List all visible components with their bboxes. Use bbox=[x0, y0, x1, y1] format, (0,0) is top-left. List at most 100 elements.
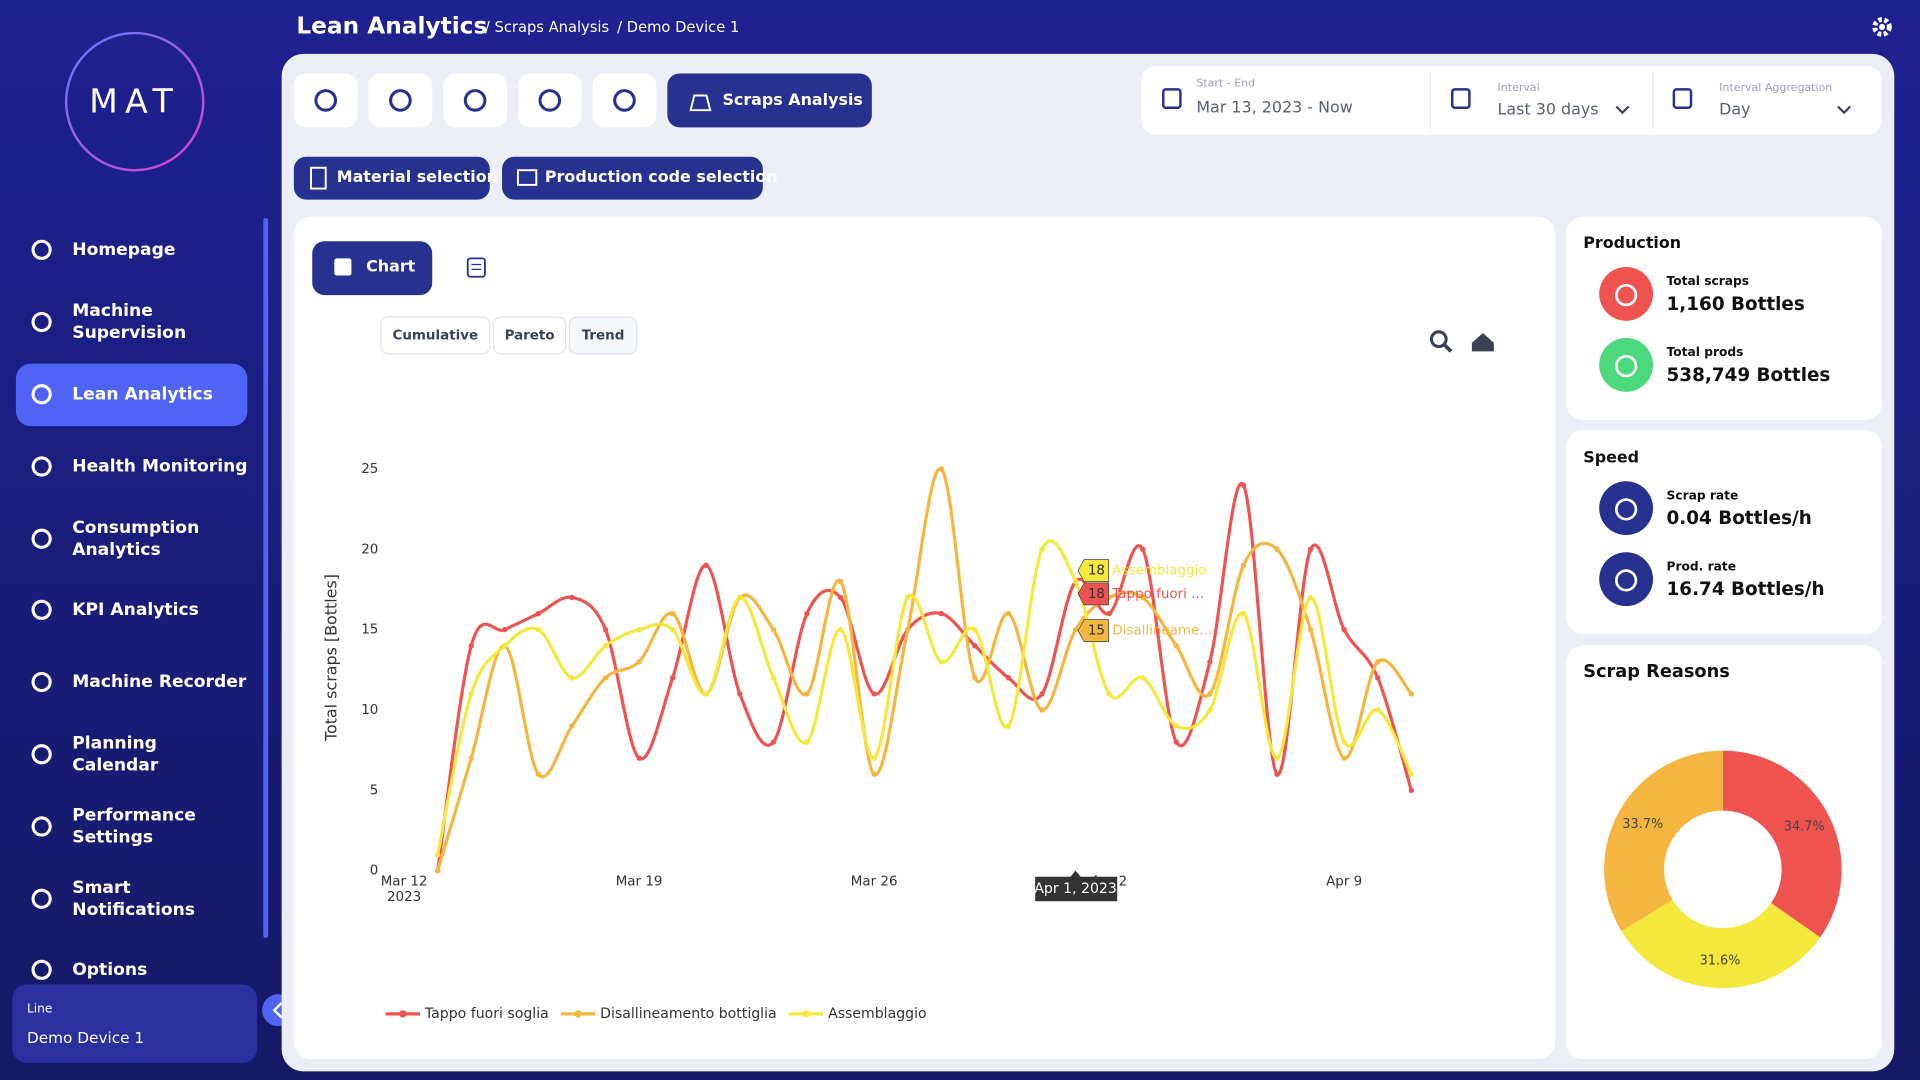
data-point bbox=[1173, 723, 1179, 729]
hover-box bbox=[1077, 619, 1110, 642]
kpi-glyph bbox=[1614, 354, 1638, 378]
series-line bbox=[436, 481, 1413, 871]
legend-item[interactable]: Assemblaggio bbox=[788, 1006, 927, 1022]
data-point bbox=[669, 610, 676, 617]
active-tab[interactable]: Scraps Analysis bbox=[667, 73, 872, 128]
logo-ring bbox=[64, 31, 205, 172]
dropdown-chevron bbox=[1837, 105, 1851, 115]
nav-active bbox=[15, 363, 248, 427]
button-label: Production code selection bbox=[545, 167, 778, 186]
line-card bbox=[12, 984, 258, 1063]
mode-button[interactable]: Pareto bbox=[492, 316, 567, 355]
hover-label: 18 Assemblaggio bbox=[1077, 559, 1206, 582]
material-selection[interactable]: Material selection bbox=[293, 156, 498, 200]
nav-item[interactable]: Health Monitoring bbox=[31, 456, 248, 477]
table-button[interactable] bbox=[466, 257, 486, 278]
data-point bbox=[636, 659, 642, 665]
filter[interactable]: Interval Aggregation Day bbox=[1672, 81, 1851, 119]
data-point bbox=[837, 626, 844, 633]
filter[interactable]: Interval Last 30 days bbox=[1451, 81, 1630, 119]
data-point bbox=[1274, 546, 1280, 552]
hover-label: 15 Disallineame... bbox=[1077, 619, 1212, 642]
nav-icon bbox=[31, 599, 52, 620]
tool-button[interactable] bbox=[517, 73, 582, 128]
nav-item[interactable]: Machine Recorder bbox=[31, 671, 247, 693]
breadcrumb[interactable]: / Demo Device 1 bbox=[617, 19, 739, 36]
data-point bbox=[1140, 594, 1146, 601]
page-title: Lean Analytics bbox=[296, 12, 487, 39]
data-point bbox=[1408, 771, 1415, 777]
scrollbar bbox=[263, 217, 269, 938]
data-point bbox=[1240, 610, 1247, 617]
data-point bbox=[804, 691, 810, 697]
nav-icon bbox=[31, 239, 52, 260]
pie-label: 33.7% bbox=[1622, 817, 1663, 832]
hover-date-pointer bbox=[1069, 870, 1082, 878]
breadcrumb[interactable]: / Scraps Analysis bbox=[485, 19, 609, 36]
chart-button[interactable]: Chart bbox=[312, 241, 433, 296]
nav-label: Planning bbox=[72, 733, 157, 753]
kpi-glyph bbox=[1614, 498, 1638, 521]
nav-item[interactable]: Homepage bbox=[31, 239, 175, 260]
kpi-value: 0.04 Bottles/h bbox=[1667, 508, 1812, 529]
data-point bbox=[871, 691, 877, 697]
legend-item[interactable]: Tappo fuori soglia bbox=[385, 1006, 549, 1022]
data-point bbox=[1173, 739, 1179, 745]
mode-button[interactable]: Trend bbox=[568, 316, 638, 355]
kpi-icon bbox=[1599, 552, 1654, 607]
data-point bbox=[737, 691, 743, 697]
tool-button[interactable] bbox=[368, 73, 433, 128]
tool-button[interactable] bbox=[293, 73, 358, 128]
reset-button[interactable] bbox=[1471, 333, 1494, 352]
data-point bbox=[1375, 659, 1381, 665]
tool-button[interactable] bbox=[592, 73, 657, 128]
dropdown-chevron bbox=[1615, 105, 1630, 115]
tool-button[interactable] bbox=[443, 73, 507, 128]
pie-slice[interactable] bbox=[1621, 899, 1821, 989]
hover-value: 18 bbox=[1088, 564, 1105, 579]
nav-icon bbox=[31, 311, 52, 333]
nav-label: Analytics bbox=[72, 540, 160, 560]
zoom-button[interactable] bbox=[1429, 330, 1453, 353]
data-point bbox=[1106, 610, 1112, 617]
kpi-icon bbox=[1599, 266, 1654, 321]
settings-button[interactable] bbox=[1872, 17, 1892, 37]
legend-label: Assemblaggio bbox=[828, 1006, 927, 1022]
kpi-value: 538,749 Bottles bbox=[1667, 365, 1831, 386]
data-point bbox=[837, 578, 844, 585]
card-title: Speed bbox=[1583, 447, 1639, 466]
data-point bbox=[636, 626, 642, 633]
nav-item[interactable]: Lean Analytics bbox=[15, 363, 248, 427]
data-point bbox=[1072, 578, 1079, 585]
mode-button[interactable]: Cumulative bbox=[380, 316, 491, 355]
filter-value: Day bbox=[1719, 100, 1750, 119]
tab-label: Scraps Analysis bbox=[722, 90, 862, 109]
filter[interactable]: Start - End Mar 13, 2023 - Now bbox=[1162, 76, 1353, 116]
data-point bbox=[1408, 691, 1415, 697]
pie-slice[interactable] bbox=[1604, 750, 1723, 932]
button-icon bbox=[463, 89, 487, 112]
button-bg bbox=[517, 73, 582, 128]
nav-item[interactable]: Options bbox=[31, 959, 147, 980]
legend-dot bbox=[574, 1010, 582, 1018]
y-tick-label: 0 bbox=[370, 864, 379, 879]
hover-value: 15 bbox=[1088, 624, 1105, 639]
pie-slice[interactable] bbox=[1722, 750, 1842, 938]
data-point bbox=[502, 643, 508, 649]
production-code-selection[interactable]: Production code selection bbox=[502, 156, 778, 200]
data-point bbox=[1039, 691, 1045, 697]
hover-box bbox=[1077, 582, 1110, 606]
data-point bbox=[535, 626, 542, 633]
legend-item[interactable]: Disallineamento bottiglia bbox=[561, 1006, 777, 1022]
data-point bbox=[1375, 707, 1381, 713]
y-tick-label: 10 bbox=[361, 703, 378, 718]
button-bg bbox=[443, 73, 507, 128]
nav-item[interactable]: KPI Analytics bbox=[31, 599, 199, 620]
